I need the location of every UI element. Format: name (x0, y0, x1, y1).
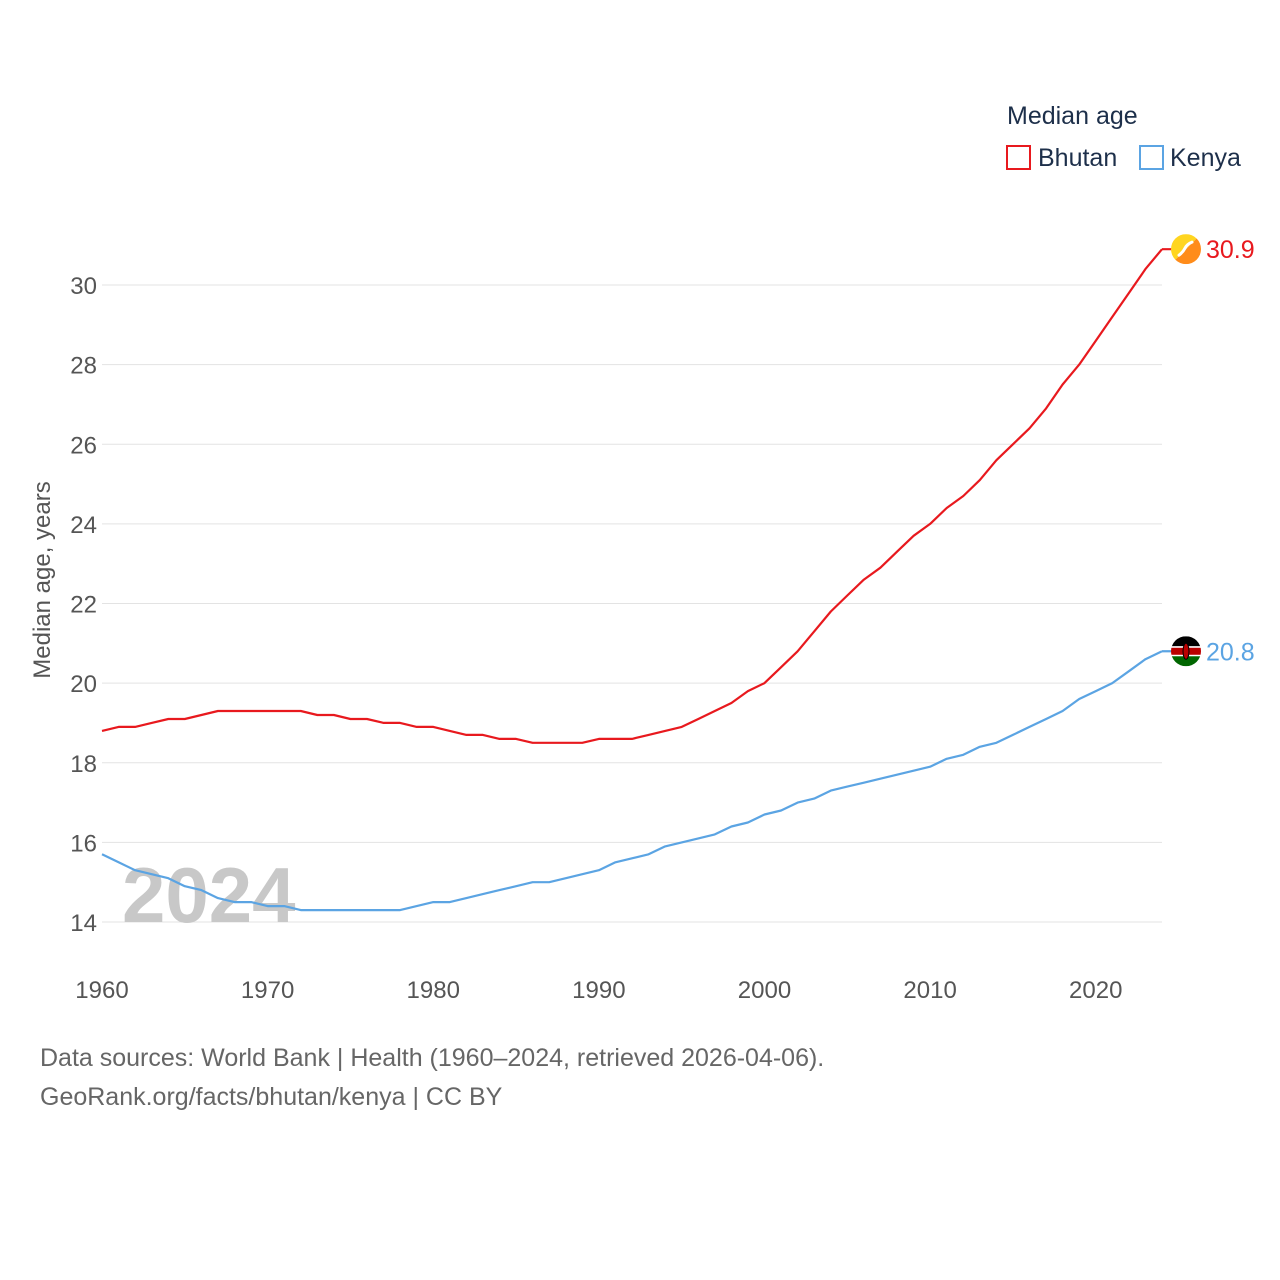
legend-title: Median age (1007, 102, 1138, 130)
legend-label-bhutan: Bhutan (1038, 144, 1117, 172)
legend-item-bhutan[interactable]: Bhutan (1006, 144, 1117, 172)
end-value-label-kenya: 20.8 (1206, 638, 1255, 666)
kenya-flag-icon (1171, 636, 1201, 667)
x-tick-label: 2010 (903, 977, 956, 1004)
series-line-bhutan[interactable] (101, 248, 1163, 744)
y-tick-label: 26 (70, 432, 97, 459)
legend-swatch-kenya (1139, 145, 1164, 170)
y-axis-label: Median age, years (29, 481, 56, 678)
series-line-kenya[interactable] (101, 650, 1163, 912)
y-axis-ticks: 14 16 18 20 22 24 26 28 30 (70, 273, 97, 937)
y-tick-label: 28 (70, 353, 97, 380)
end-value-label-bhutan: 30.9 (1206, 236, 1255, 264)
legend[interactable]: Median age Bhutan Kenya (1006, 102, 1241, 172)
y-tick-label: 20 (70, 671, 97, 698)
x-tick-label: 1970 (241, 977, 294, 1004)
y-tick-label: 14 (70, 910, 97, 937)
x-tick-label: 1990 (572, 977, 625, 1004)
x-tick-label: 1960 (75, 977, 128, 1004)
bhutan-flag-icon (1171, 234, 1201, 265)
x-axis-ticks: 1960 1970 1980 1990 2000 2010 2020 (75, 977, 1122, 1004)
credit-link[interactable]: GeoRank.org/facts/bhutan/kenya | CC BY (40, 1083, 503, 1111)
legend-item-kenya[interactable]: Kenya (1139, 144, 1241, 172)
y-tick-label: 18 (70, 751, 97, 778)
series-lines (101, 248, 1163, 912)
x-tick-label: 2020 (1069, 977, 1122, 1004)
end-markers: 30.9 20.8 (1162, 234, 1255, 667)
x-tick-label: 2000 (738, 977, 791, 1004)
legend-swatch-bhutan (1006, 145, 1031, 170)
y-tick-label: 30 (70, 273, 97, 300)
gridlines (102, 284, 1162, 923)
y-tick-label: 16 (70, 830, 97, 857)
data-source-text: Data sources: World Bank | Health (1960–… (40, 1044, 825, 1072)
y-tick-label: 24 (70, 512, 97, 539)
y-tick-label: 22 (70, 592, 97, 619)
year-watermark: 2024 (122, 851, 296, 939)
x-tick-label: 1980 (407, 977, 460, 1004)
legend-label-kenya: Kenya (1170, 144, 1241, 172)
